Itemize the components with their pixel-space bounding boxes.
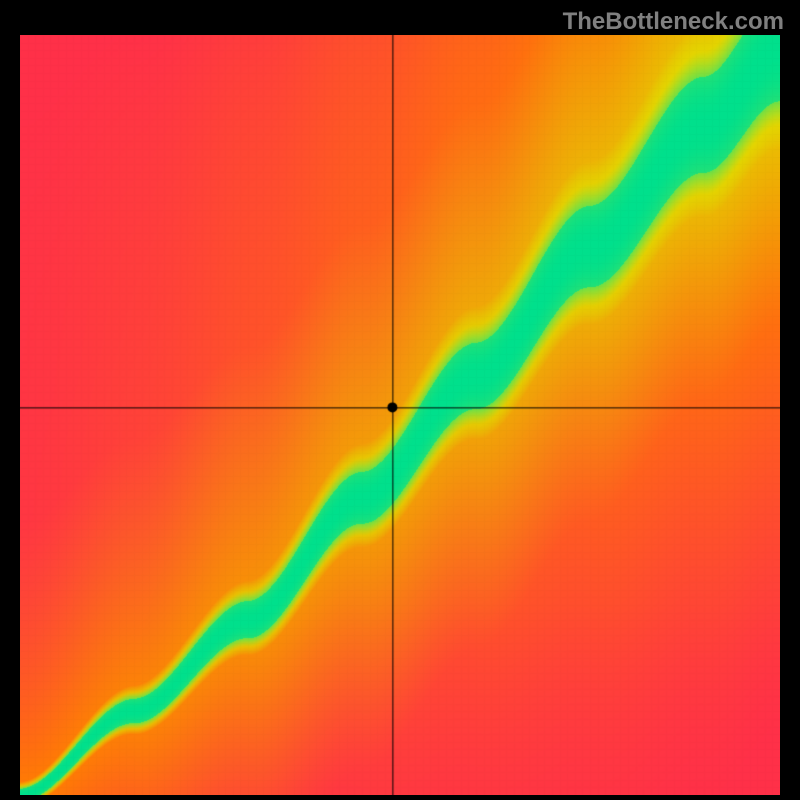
bottleneck-heatmap [20, 35, 780, 795]
watermark-text: TheBottleneck.com [563, 8, 784, 36]
chart-container: TheBottleneck.com [0, 0, 800, 800]
plot-area [20, 35, 780, 795]
